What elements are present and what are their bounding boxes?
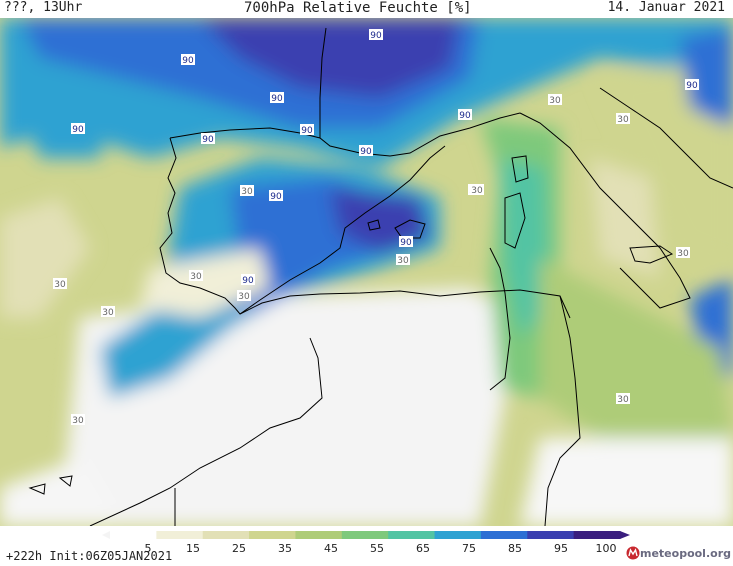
legend-tick-label: 45 — [324, 542, 338, 555]
contour-label: 30 — [471, 186, 483, 196]
map-title: 700hPa Relative Feuchte [%] — [244, 0, 472, 16]
contour-label-bg — [269, 190, 283, 201]
legend-swatch — [341, 531, 389, 539]
contour-label: 90 — [400, 238, 412, 248]
humidity-field — [0, 18, 733, 526]
contour-label-bg — [270, 92, 284, 103]
legend-swatch — [156, 531, 204, 539]
legend-swatch — [480, 531, 528, 539]
contour-label-bg — [71, 123, 85, 134]
contour-label-bg — [71, 414, 85, 425]
legend-swatch — [388, 531, 436, 539]
legend-swatch — [110, 531, 157, 539]
legend-tick-label: 55 — [370, 542, 384, 555]
contour-label: 30 — [238, 292, 250, 302]
contour-labels: 90 90 90 90 90 90 90 90 90 90 90 90 30 30 30 30 30 30 30 30… — [53, 29, 699, 426]
meteopool-logo[interactable]: meteopool.org — [626, 546, 731, 560]
legend-tick-label: 75 — [462, 542, 476, 555]
legend-swatch — [249, 531, 296, 539]
contour-label: 90 — [360, 147, 372, 157]
valid-date: 14. Januar 2021 — [607, 0, 725, 15]
contour-label: 90 — [182, 56, 194, 66]
humidity-map: 90 90 90 90 90 90 90 90 90 90 90 90 30 30 30 30 30 30 30 30… — [0, 18, 733, 526]
contour-label-bg — [676, 247, 690, 258]
legend-tick-label: 15 — [186, 542, 200, 555]
contour-label-bg — [237, 290, 251, 301]
contour-label-bg — [240, 185, 254, 196]
contour-label-bg — [101, 306, 115, 317]
legend-swatch — [527, 531, 575, 539]
contour-label: 90 — [459, 111, 471, 121]
run-info: +222h Init:06Z05JAN2021 — [6, 549, 173, 563]
legend-tick-label: 25 — [232, 542, 246, 555]
legend-tick-label: 5 — [144, 542, 152, 555]
contour-label: 30 — [72, 416, 84, 426]
contour-label: 30 — [677, 249, 689, 259]
legend-tick-label: 65 — [416, 542, 430, 555]
contour-label-bg — [359, 145, 373, 156]
contour-label-bg — [685, 79, 699, 90]
legend-tick-label: 100 — [595, 542, 617, 555]
contour-label-bg — [396, 254, 410, 265]
contour-label-bg — [300, 124, 314, 135]
contour-label: 90 — [72, 125, 84, 135]
contour-label: 30 — [617, 115, 629, 125]
meteopool-icon — [626, 546, 640, 560]
coastlines — [28, 27, 733, 526]
contour-label-bg — [616, 393, 630, 404]
contour-label: 90 — [370, 31, 382, 41]
legend-tick-label: 85 — [508, 542, 522, 555]
contour-label: 90 — [686, 81, 698, 91]
contour-label: 90 — [271, 94, 283, 104]
contour-label: 30 — [617, 395, 629, 405]
legend-swatch — [434, 531, 482, 539]
contour-label-bg — [189, 270, 203, 281]
contour-label-bg — [201, 133, 215, 144]
contour-label: 30 — [241, 187, 253, 197]
legend-tick-label: 95 — [554, 542, 568, 555]
contour-label-bg — [241, 274, 255, 285]
contour-label: 90 — [202, 135, 214, 145]
contour-label-bg — [369, 29, 383, 40]
contour-label: 90 — [301, 126, 313, 136]
contour-label: 30 — [397, 256, 409, 266]
contour-label: 90 — [242, 276, 254, 286]
legend-swatch — [202, 531, 250, 539]
legend-arrow-left — [102, 531, 110, 539]
legend-arrow-right — [620, 531, 630, 539]
contour-label-bg — [616, 113, 630, 124]
logo-text: meteopool.org — [640, 546, 731, 560]
legend-tick-label: 35 — [278, 542, 292, 555]
legend-swatch — [573, 531, 621, 539]
contour-label-bg — [399, 236, 413, 247]
contour-label-bg — [548, 94, 562, 105]
contour-label: 30 — [549, 96, 561, 106]
contour-label: 90 — [270, 192, 282, 202]
contour-label: 30 — [54, 280, 66, 290]
contour-label-bg — [53, 278, 67, 289]
contour-label: 30 — [102, 308, 114, 318]
contour-label-bg — [458, 109, 472, 120]
color-legend — [102, 531, 630, 539]
legend-swatch — [295, 531, 343, 539]
contour-label-bg — [181, 54, 195, 65]
contour-label: 30 — [190, 272, 202, 282]
contour-label-bg — [470, 184, 484, 195]
forecast-day-label: ???, 13Uhr — [4, 0, 83, 15]
